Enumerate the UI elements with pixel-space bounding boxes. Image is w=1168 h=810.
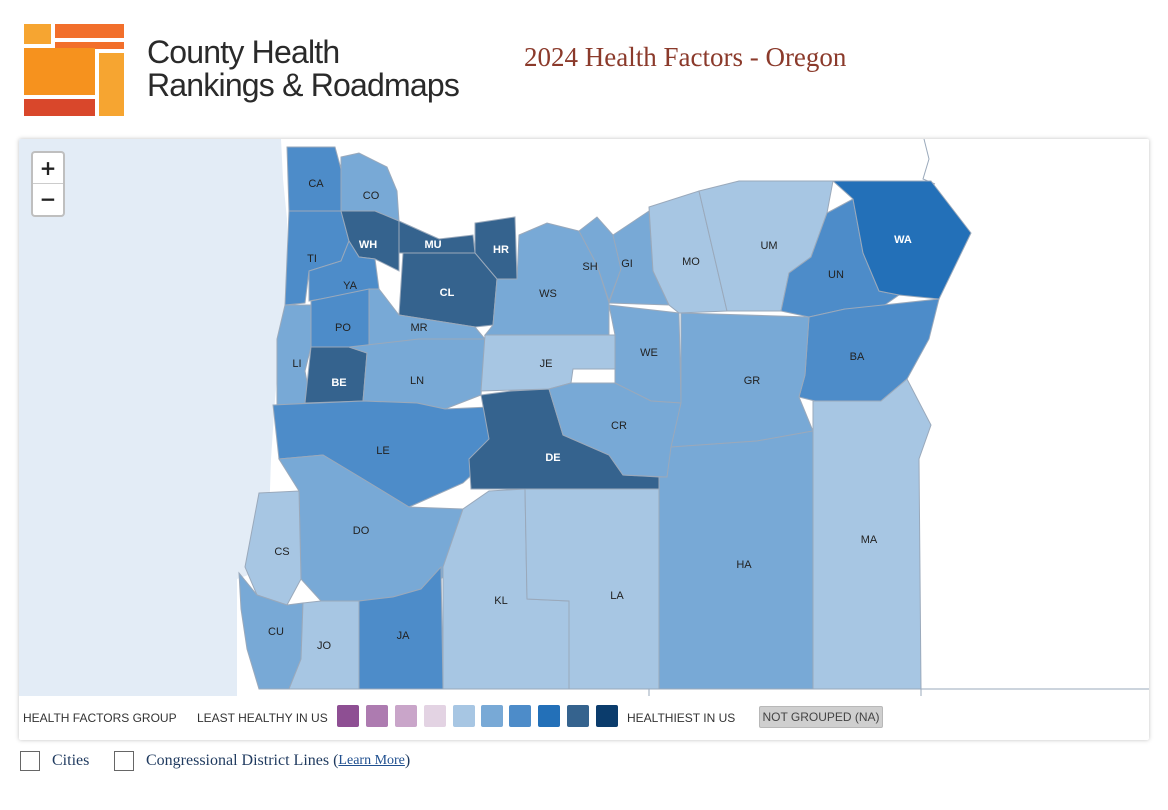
legend-swatch-7 — [509, 705, 531, 727]
legend-swatch-2 — [366, 705, 388, 727]
label-JA: JA — [397, 630, 411, 642]
districts-checkbox[interactable] — [114, 751, 134, 771]
county-CR[interactable] — [548, 382, 682, 478]
legend-swatch-5 — [453, 705, 475, 727]
label-WE: WE — [640, 347, 658, 359]
ocean — [19, 139, 287, 696]
cities-checkbox[interactable] — [20, 751, 40, 771]
label-MU: MU — [424, 239, 441, 251]
legend-swatch-1 — [337, 705, 359, 727]
learn-more-link[interactable]: Learn More — [338, 753, 405, 768]
label-CS: CS — [274, 546, 289, 558]
label-PO: PO — [335, 322, 351, 334]
county-WA[interactable] — [831, 180, 972, 300]
label-UM: UM — [760, 240, 777, 252]
county-HA[interactable] — [658, 430, 814, 690]
map-container[interactable]: CA CO TI WH MU HR CL YA PO MR LI BE LN L… — [19, 139, 1149, 740]
county-GR[interactable] — [670, 312, 814, 448]
label-SH: SH — [582, 261, 597, 273]
label-CA: CA — [308, 178, 324, 190]
legend-not-grouped: NOT GROUPED (NA) — [759, 706, 883, 728]
label-TI: TI — [307, 253, 317, 265]
label-CO: CO — [363, 190, 380, 202]
label-CU: CU — [268, 626, 284, 638]
label-DO: DO — [353, 525, 370, 537]
label-KL: KL — [494, 595, 507, 607]
label-GI: GI — [621, 258, 633, 270]
legend-swatch-9 — [567, 705, 589, 727]
label-LI: LI — [292, 358, 301, 370]
county-MU[interactable] — [398, 220, 476, 254]
chr-logo — [24, 24, 124, 116]
brand-name: County Health Rankings & Roadmaps — [147, 34, 460, 103]
legend-swatch-6 — [481, 705, 503, 727]
label-CR: CR — [611, 420, 627, 432]
label-GR: GR — [744, 375, 761, 387]
legend-healthiest-label: HEALTHIEST IN US — [627, 711, 736, 725]
label-BA: BA — [850, 351, 865, 363]
map-legend: HEALTH FACTORS GROUP LEAST HEALTHY IN US… — [19, 696, 1149, 740]
zoom-in-button[interactable]: + — [39, 156, 57, 180]
label-LE: LE — [376, 445, 389, 457]
legend-swatch-10 — [596, 705, 618, 727]
districts-option[interactable]: Congressional District Lines (Learn More… — [114, 750, 410, 772]
label-BE: BE — [331, 377, 346, 389]
label-HA: HA — [736, 559, 752, 571]
county-BE[interactable] — [304, 346, 368, 404]
zoom-control: + − — [31, 151, 65, 217]
brand-line-2: Rankings & Roadmaps — [147, 67, 460, 103]
page-title: 2024 Health Factors - Oregon — [524, 42, 847, 72]
cities-label: Cities — [52, 752, 90, 769]
zoom-out-button[interactable]: − — [33, 183, 63, 214]
label-UN: UN — [828, 269, 844, 281]
label-CL: CL — [440, 287, 455, 299]
legend-swatch-3 — [395, 705, 417, 727]
districts-label: Congressional District Lines ( — [146, 752, 339, 769]
label-HR: HR — [493, 244, 509, 256]
label-MA: MA — [861, 534, 878, 546]
county-labels: CA CO TI WH MU HR CL YA PO MR LI BE LN L… — [268, 178, 912, 652]
label-MR: MR — [410, 322, 427, 334]
oregon-county-map[interactable]: CA CO TI WH MU HR CL YA PO MR LI BE LN L… — [19, 139, 1149, 696]
county-JA[interactable] — [358, 565, 444, 690]
label-YA: YA — [343, 280, 358, 292]
cities-option[interactable]: Cities — [20, 750, 89, 772]
brand-line-1: County Health — [147, 34, 340, 70]
label-WA: WA — [894, 234, 912, 246]
label-LN: LN — [410, 375, 424, 387]
county-LN[interactable] — [348, 338, 486, 410]
districts-close: ) — [404, 752, 411, 769]
legend-swatch-4 — [424, 705, 446, 727]
label-LA: LA — [610, 590, 624, 602]
county-MA[interactable] — [812, 378, 932, 690]
label-JE: JE — [540, 358, 553, 370]
label-DE: DE — [545, 452, 560, 464]
legend-swatch-8 — [538, 705, 560, 727]
county-layer[interactable] — [238, 146, 972, 690]
label-MO: MO — [682, 256, 700, 268]
label-JO: JO — [317, 640, 332, 652]
label-WS: WS — [539, 288, 557, 300]
legend-least-label: LEAST HEALTHY IN US — [197, 711, 328, 725]
label-WH: WH — [359, 239, 377, 251]
legend-group-label: HEALTH FACTORS GROUP — [23, 711, 177, 725]
